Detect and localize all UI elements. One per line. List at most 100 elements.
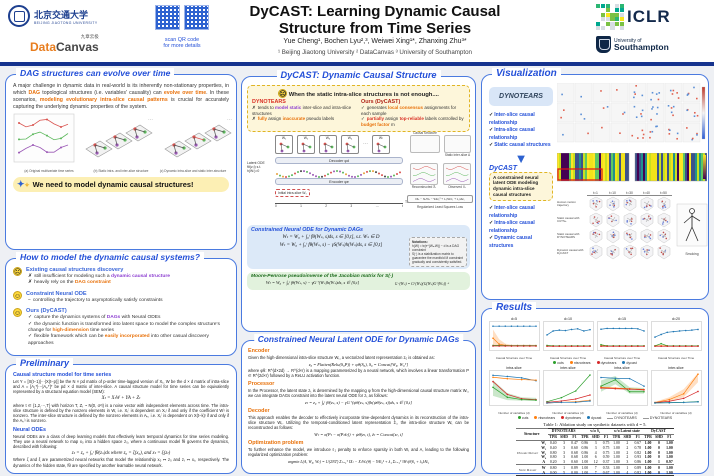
grin-face-icon: ☺: [13, 308, 22, 318]
observed-caption: Observed Xₜ: [448, 184, 466, 189]
notation-2: S(·) is a stabilization matrix to guaran…: [412, 251, 463, 264]
loss-formula: ‖Xₜ − XₜWₜ − YA‖₂² + λ₁‖Wₜ‖₁ + λ₂‖A‖₁: [407, 194, 473, 203]
how-group: ☺ Ours (DyCAST) ✓ capture the dynamics syst…: [13, 308, 229, 347]
section-how-title: How to model the dynamic causal systems?: [16, 252, 205, 262]
section-latent-ode-title: Constrained Neural Latent ODE for Dynami…: [253, 334, 464, 344]
datacanvas-suffix: Canvas: [56, 40, 99, 54]
w-matrix-box: W₄: [341, 134, 359, 154]
figure-captions: (a) Original multivariate time series (b…: [24, 169, 227, 174]
checklist-item: ✓Static causal structures: [489, 142, 551, 148]
decoder-formula: Wₜ = σ(Pₜ − σ(Pₜẑₜ)) + ψθ(zₜ, t), ẑₜ = C…: [314, 431, 403, 437]
ablation-table: Structure DYNOTEARS w/o S₀ w/o Latent state…: [486, 428, 704, 476]
how-item: ✓ flexible framework which can be easily …: [28, 334, 209, 346]
skeleton-figure: Smoking: [675, 203, 709, 256]
checklist-item: ✓Dynamic causal structures: [489, 235, 533, 249]
qr-caption-2: for more details: [163, 43, 201, 50]
checklist-item: ✓Intra-slice causal relationship: [489, 220, 535, 234]
checklist-item: ✓Intra-slice causal relationship: [489, 127, 535, 141]
how-item: ✗ heavily rely on the DAG constraint: [28, 280, 111, 286]
observed-panel: [443, 162, 471, 185]
mini-chart: inter-slice Number of variables (d): [542, 366, 594, 415]
evolve-figures: ⋯ ⋯: [13, 113, 232, 168]
scatter-matrix-grid: [556, 82, 709, 150]
how-group-heading: Existing causal structures discovery: [26, 267, 124, 273]
section-visualization-title: Visualization: [492, 68, 561, 79]
mini-chart: intra-slice Number of variables (d): [488, 366, 540, 415]
iclr-logo: ICLR: [596, 4, 671, 30]
mini-chart: d=5 Causal Structure over Time: [488, 317, 540, 360]
comparison-dynotears-title: DYNOTEARS: [252, 99, 286, 105]
notation-1: h(W) = tr(e^(W∘W)) − d is a DAG constrai…: [412, 243, 460, 252]
how-item: ✗ still insufficient for modeling such a …: [28, 274, 170, 279]
section-results: Results d=5 Causal Structure over Time d=1…: [481, 302, 709, 476]
southampton-logo: University of Southampton: [596, 36, 669, 53]
ode-formula-2: Wₜ = W₀ + ∫₀ᵗ fθ(Wₛ, s) − γS(Wₛ)h(Wₛ)ds,…: [279, 242, 383, 248]
how-item: ✓ the dynamic function is transformed int…: [28, 321, 220, 333]
bjtu-name-en: BEIJING JIAOTONG UNIVERSITY: [34, 20, 98, 25]
mini-chart: inter-slice Number of variables (d): [650, 366, 702, 415]
constrained-ode-box: Constrained Neural ODE for Dynamic DAGs …: [247, 224, 470, 269]
mini-chart: d=15 Causal Structure over Time: [596, 317, 648, 360]
optimization-heading: Optimization problem: [248, 439, 304, 446]
section-preliminary: Preliminary Causal structure model for t…: [5, 358, 237, 474]
mini-chart: d=20 Causal Structure over Time: [650, 317, 702, 360]
decoder-heading: Decoder: [248, 407, 270, 414]
loss-caption: Regularized Least Squares Loss: [416, 204, 464, 209]
comparison-header: ☹ When the static intra-slice structures…: [278, 89, 439, 98]
prelim-para4: Where ζ and ξ are parametrized neural ne…: [13, 457, 229, 468]
legend-entry: ntsnotears: [569, 361, 591, 365]
header: 北京交通大学 BEIJING JIAOTONG UNIVERSITY 九章云极 …: [0, 0, 714, 62]
section-preliminary-title: Preliminary: [16, 358, 74, 368]
dynotears-label: DYNOTEARS: [489, 87, 553, 106]
svg-text:⋯: ⋯: [148, 117, 153, 123]
how-item: ✓ capture the dynamics systems of DAGs wi…: [28, 315, 161, 321]
datacanvas-name-cn: 九章云极: [80, 34, 99, 39]
prelim-formula1: Xₜ = XₜW + YA + Zₜ: [101, 396, 141, 402]
causal-structure-panel: [410, 134, 440, 153]
causal-structure-caption: Causal Structure: [413, 130, 437, 135]
results-bottom-charts: intra-slice Number of variables (d) inter-…: [486, 366, 704, 415]
notations-title: Notations:: [412, 239, 428, 244]
evolve-paragraph: A major challenge in dynamic data in rea…: [13, 83, 229, 110]
authors: Yue Cheng¹, Bochen Lyu²,³, Weiwei Xing¹*…: [283, 38, 467, 45]
figure-timeseries: [13, 113, 75, 168]
how-group: ☺ Constraint Neural ODE − controlling the t…: [13, 290, 229, 304]
prelim-para3: Neural ODEs are a class of deep learning…: [13, 433, 229, 450]
bjtu-name-cn: 北京交通大学: [34, 9, 89, 20]
static-inter-caption: Static inter-slice A: [444, 152, 471, 157]
encoder-bar: Encoder φe: [275, 177, 403, 185]
comparison-item: ✗ tends to model static inter-slice and i…: [252, 105, 352, 116]
prelim-sub2: Neural ODEs: [13, 426, 46, 433]
latent-trajectory: [275, 166, 403, 178]
legend-entry: ntsnotears: [534, 416, 555, 420]
encoder-para2: where φθ: R^(d×2d) → R^(d×r) is a mappin…: [248, 368, 469, 379]
poster-title: DyCAST: Learning Dynamic Causal Structur…: [249, 3, 501, 37]
mini-chart: d=10 Causal Structure over Time: [542, 317, 594, 360]
section-latent-ode: Constrained Neural Latent ODE for Dynami…: [241, 334, 476, 474]
qr-code-icon: [155, 5, 180, 30]
results-top-charts: d=5 Causal Structure over Time d=10 Causal …: [486, 317, 704, 360]
decoder-para: This approach enables the decoder to eff…: [248, 414, 469, 431]
bjtu-logo: 北京交通大学 BEIJING JIAOTONG UNIVERSITY: [8, 5, 98, 27]
section-dycast: DyCAST: Dynamic Causal Structure ☹ When …: [241, 70, 476, 332]
legend-entry: DYNOTEARS: [607, 416, 637, 420]
dycast-label: DyCAST: [489, 164, 518, 172]
w-matrix-box: Wₜ: [372, 134, 390, 154]
table-caption: Table 1: Ablation study on synthetic dat…: [543, 422, 647, 427]
how-group-heading: Ours (DyCAST): [26, 308, 67, 315]
qr-caption-1: scan QR code: [164, 37, 200, 43]
affiliations: ¹ Beijing Jiaotong University ² DataCanv…: [278, 49, 472, 56]
moore-penrose-box: Moore-Penrose pseudoinverse of the Jacob…: [247, 271, 470, 290]
w-matrix-box: W₂: [297, 134, 315, 154]
southampton-shield-icon: [596, 36, 611, 53]
moore-penrose-title: Moore-Penrose pseudoinverse of the Jacob…: [251, 273, 394, 279]
encoder-heading: Encoder: [248, 348, 270, 354]
sparkle-icon: ✦✧: [17, 179, 30, 190]
heatmap-strips: [556, 152, 709, 188]
time-axis: [275, 202, 403, 204]
bjtu-seal-icon: [8, 5, 30, 27]
cube-row-label: Static causal with CUTS+: [557, 215, 580, 223]
legend-entry: dynotears: [596, 361, 616, 365]
cube-row-label: Static causal with DYNOTEARS: [557, 231, 580, 239]
comparison-ours-title: Ours (DyCAST): [361, 99, 401, 105]
